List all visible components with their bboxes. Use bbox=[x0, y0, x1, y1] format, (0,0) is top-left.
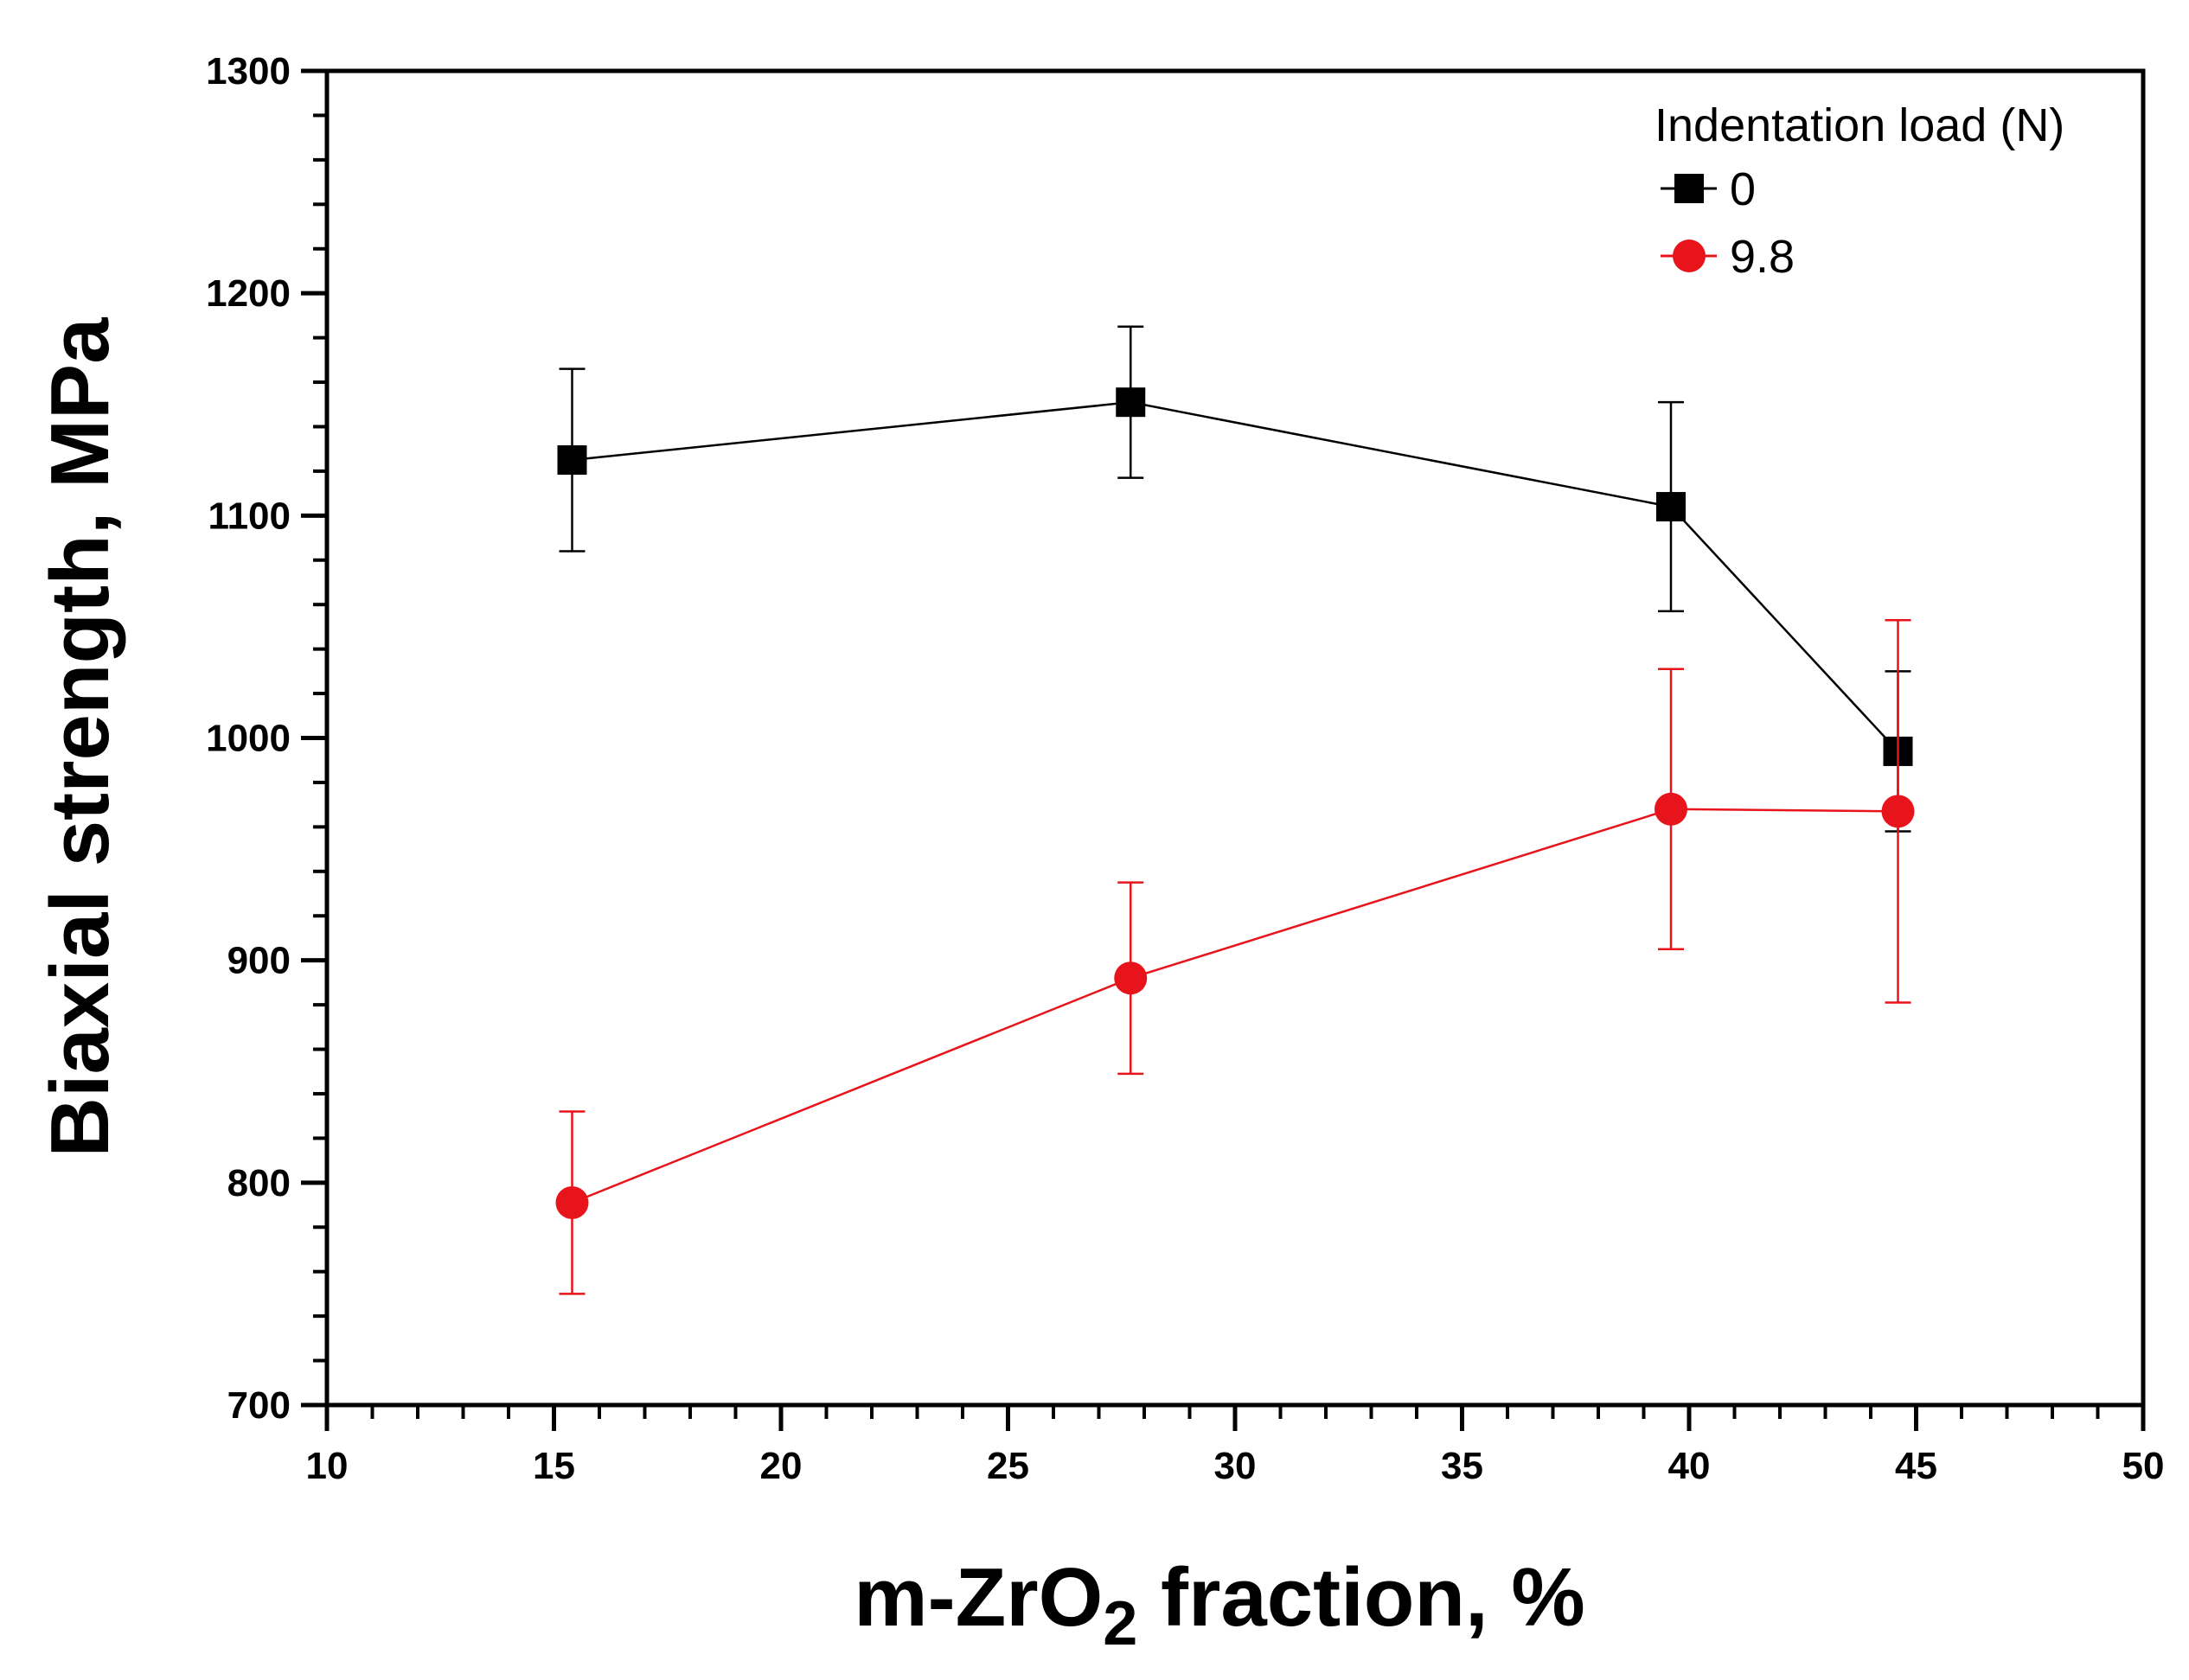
x-axis-title: m-ZrO2 fraction, % bbox=[854, 1551, 1584, 1658]
legend-label-1: 9.8 bbox=[1730, 231, 1795, 283]
x-tick-label: 45 bbox=[1895, 1445, 1937, 1487]
series-line-1 bbox=[572, 808, 1898, 1204]
x-tick-label: 10 bbox=[306, 1445, 349, 1487]
x-tick-label: 30 bbox=[1214, 1445, 1257, 1487]
y-tick-label: 800 bbox=[227, 1162, 291, 1204]
legend-marker-0 bbox=[1674, 174, 1704, 203]
y-axis-ticks: 700 800 900 1000 1100 1200 1300 bbox=[206, 50, 327, 1427]
series-0 bbox=[557, 325, 1913, 833]
y-tick-label: 1000 bbox=[206, 718, 291, 760]
y-tick-label: 1200 bbox=[206, 272, 291, 315]
data-point bbox=[555, 1185, 589, 1219]
x-axis-title-prefix: m-ZrO bbox=[854, 1551, 1103, 1644]
data-point bbox=[1114, 961, 1148, 995]
y-tick-label: 1100 bbox=[208, 495, 291, 537]
series-1 bbox=[555, 618, 1915, 1295]
legend-label-0: 0 bbox=[1730, 163, 1756, 215]
legend-item-1: 9.8 bbox=[1661, 231, 1795, 283]
x-tick-label: 50 bbox=[2122, 1445, 2165, 1487]
y-tick-label: 700 bbox=[227, 1384, 291, 1427]
data-point bbox=[1116, 387, 1146, 418]
plot-frame bbox=[324, 68, 2146, 1408]
y-tick-label: 1300 bbox=[206, 50, 291, 93]
data-point bbox=[1656, 492, 1686, 522]
data-point bbox=[1881, 795, 1915, 828]
y-axis-title: Biaxial strength, MPa bbox=[34, 317, 126, 1158]
legend: Indentation load (N) 0 9.8 bbox=[1655, 99, 2064, 283]
x-tick-label: 15 bbox=[533, 1445, 575, 1487]
x-axis-title-subscript: 2 bbox=[1103, 1589, 1137, 1658]
x-axis-title-suffix: fraction, % bbox=[1137, 1551, 1584, 1644]
y-tick-label: 900 bbox=[227, 940, 291, 982]
data-point bbox=[557, 445, 587, 476]
data-point bbox=[1655, 792, 1687, 826]
x-tick-label: 20 bbox=[760, 1445, 803, 1487]
legend-title: Indentation load (N) bbox=[1655, 99, 2064, 151]
series-layer bbox=[555, 325, 1915, 1295]
legend-marker-1 bbox=[1673, 240, 1706, 272]
series-line-0 bbox=[572, 400, 1899, 752]
x-tick-label: 25 bbox=[987, 1445, 1029, 1487]
x-tick-label: 40 bbox=[1668, 1445, 1711, 1487]
x-tick-label: 35 bbox=[1441, 1445, 1483, 1487]
x-axis-ticks: 10 15 20 25 30 35 40 45 50 bbox=[306, 1405, 2165, 1487]
legend-item-0: 0 bbox=[1661, 163, 1756, 215]
